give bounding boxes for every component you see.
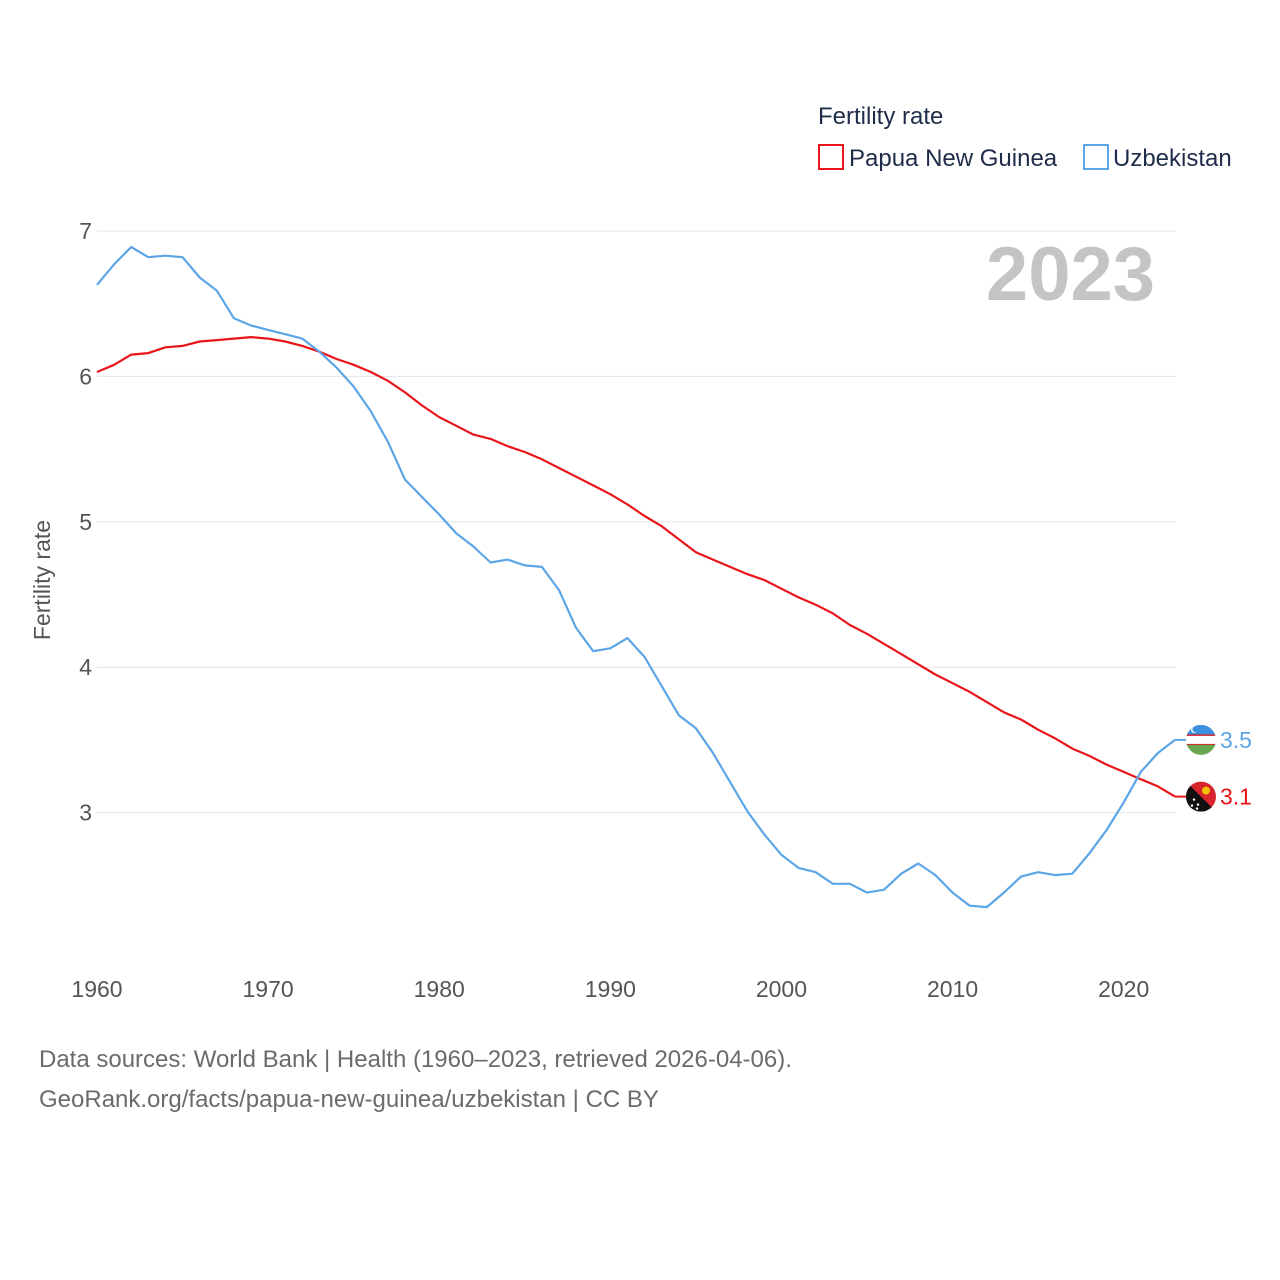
y-axis-ticks: 3 4 5 6 7 [79, 218, 92, 826]
x-axis-ticks: 1960 1970 1980 1990 2000 2010 2020 [71, 976, 1149, 1002]
y-tick-label-4: 4 [79, 654, 92, 680]
legend-swatch-papua-new-guinea [818, 144, 844, 170]
y-tick-label-7: 7 [79, 218, 92, 244]
footer-data-sources: Data sources: World Bank | Health (1960–… [39, 1046, 792, 1073]
legend-swatch-uzbekistan [1083, 144, 1109, 170]
uzbekistan-flag-icon [1186, 724, 1216, 755]
y-axis-title: Fertility rate [29, 520, 55, 640]
y-tick-label-6: 6 [79, 363, 92, 389]
series-line-papua-new-guinea [96, 336, 1176, 798]
end-label-papua-new-guinea: 3.1 [1220, 784, 1252, 810]
end-markers: 3.1 3.5 [1175, 724, 1252, 812]
x-tick-label-1990: 1990 [585, 976, 636, 1002]
footer-attribution[interactable]: GeoRank.org/facts/papua-new-guinea/uzbek… [39, 1086, 659, 1113]
series-line-uzbekistan [96, 245, 1176, 909]
papua-new-guinea-flag-icon [1186, 781, 1216, 812]
y-tick-label-5: 5 [79, 509, 92, 535]
end-label-uzbekistan: 3.5 [1220, 727, 1252, 753]
legend-item-uzbekistan[interactable]: Uzbekistan [1083, 144, 1232, 172]
x-tick-label-2010: 2010 [927, 976, 978, 1002]
legend-label-papua-new-guinea: Papua New Guinea [849, 145, 1058, 172]
x-tick-label-1980: 1980 [414, 976, 465, 1002]
series-lines [96, 245, 1176, 909]
year-overlay: 2023 [986, 232, 1155, 317]
y-tick-label-3: 3 [79, 800, 92, 826]
legend-label-uzbekistan: Uzbekistan [1113, 145, 1232, 172]
legend-title: Fertility rate [818, 103, 943, 130]
x-tick-label-1970: 1970 [243, 976, 294, 1002]
x-tick-label-2000: 2000 [756, 976, 807, 1002]
legend: Fertility rate Papua New Guinea Uzbekist… [818, 103, 1232, 172]
legend-item-papua-new-guinea[interactable]: Papua New Guinea [818, 144, 1058, 172]
footer: Data sources: World Bank | Health (1960–… [39, 1040, 792, 1120]
gridlines [97, 230, 1176, 814]
x-tick-label-2020: 2020 [1098, 976, 1149, 1002]
x-tick-label-1960: 1960 [71, 976, 122, 1002]
